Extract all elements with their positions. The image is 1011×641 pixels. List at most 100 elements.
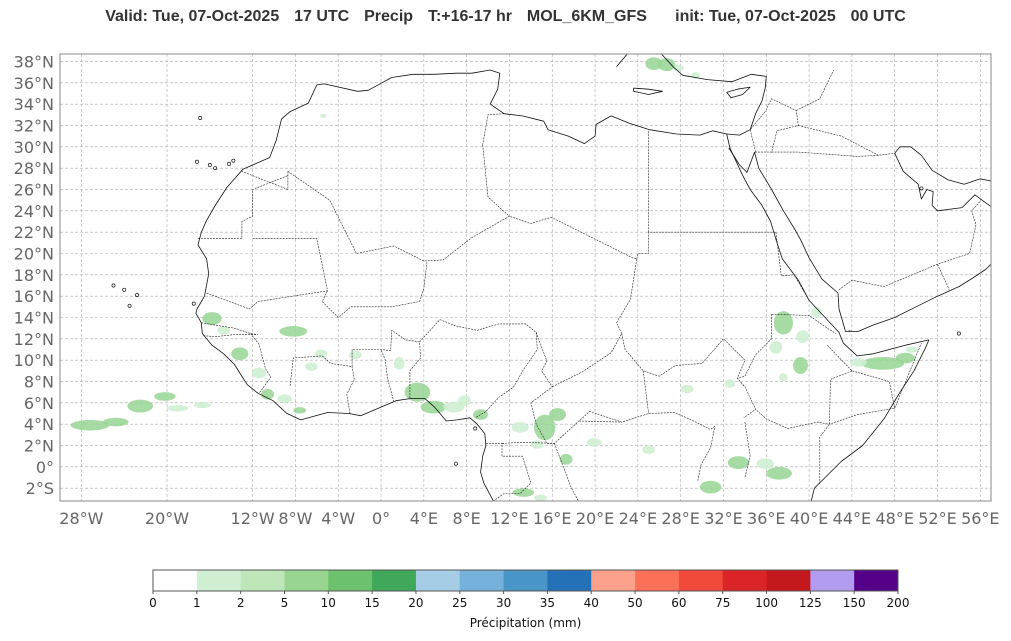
colorbar: 0 1 2 5 10 15 20 25 30 35 40 50 60 75 100 125 150 200Préc… (149, 569, 910, 630)
lat-tick-label: 26°N (14, 180, 54, 199)
colorbar-tick-label: 200 (887, 596, 910, 610)
country-border (250, 333, 272, 394)
colorbar-swatch (328, 570, 373, 591)
precip-patch (796, 330, 810, 344)
country-border (737, 314, 772, 379)
precip-patch (658, 58, 676, 72)
lon-tick-label: 32°E (704, 509, 742, 528)
precip-patch (895, 352, 916, 364)
country-border (798, 125, 895, 156)
country-border (289, 329, 421, 399)
precip-patch (167, 404, 189, 412)
precip-patch (645, 57, 663, 71)
colorbar-swatch (766, 570, 811, 591)
country-border (482, 113, 505, 145)
precip-patch (680, 384, 694, 394)
precip-patch (905, 346, 919, 353)
precip-patch (261, 388, 275, 400)
island-outline (111, 283, 116, 288)
precip-patch (420, 400, 447, 414)
precip-patch (779, 372, 788, 382)
colorbar-frame (152, 569, 899, 592)
title-valid: Valid: Tue, 07-Oct-2025 (105, 8, 280, 25)
precip-patch (642, 445, 655, 455)
precip-patch (473, 409, 489, 420)
lat-tick-label: 24°N (14, 202, 54, 221)
lat-tick-label: 2°N (24, 437, 54, 456)
colorbar-tick-label: 0 (149, 596, 157, 610)
island-outline (227, 161, 232, 166)
precip-patch (348, 350, 362, 360)
precip-patch (793, 356, 809, 375)
colorbar-swatch (153, 570, 198, 591)
colorbar-tick-label: 50 (627, 596, 642, 610)
precip-patch (154, 392, 176, 401)
coastline-turkey (661, 54, 767, 136)
country-border (287, 171, 552, 262)
island-outline (231, 158, 236, 163)
precip-patch (231, 347, 249, 361)
country-border (201, 322, 259, 338)
precip-patch (443, 401, 465, 413)
lat-tick-label: 10°N (14, 351, 54, 370)
title-field: Precip (364, 8, 414, 25)
lat-tick-label: 38°N (14, 52, 54, 71)
precip-patch (404, 382, 431, 402)
country-border (829, 370, 853, 425)
latitude-labels: 38°N 36°N 34°N 32°N 30°N 28°N 26°N 24°N 22°N 20°N… (14, 52, 54, 498)
title-range: T:+16-17 hr (427, 8, 512, 25)
country-border (845, 330, 852, 332)
lat-tick-label: 32°N (14, 116, 54, 135)
lon-tick-label: 52°E (918, 509, 956, 528)
precip-patch (534, 414, 556, 441)
lon-tick-label: 48°E (875, 509, 913, 528)
country-border (551, 216, 638, 388)
precip-layer (70, 57, 919, 501)
colorbar-tick-label: 2 (237, 596, 245, 610)
lon-tick-label: 20°E (576, 509, 614, 528)
colorbar-swatch (284, 570, 329, 591)
lat-tick-label: 6°N (24, 394, 54, 413)
lat-tick-label: 16°N (14, 287, 54, 306)
colorbar-tick-label: 125 (799, 596, 822, 610)
lon-tick-label: 16°E (533, 509, 571, 528)
precip-patch (217, 326, 231, 335)
colorbar-tick-label: 75 (715, 596, 730, 610)
country-border (578, 420, 622, 423)
island-outline (191, 301, 196, 306)
colorbar-tick-label: 10 (321, 596, 336, 610)
country-border (241, 171, 289, 190)
precip-patch (811, 306, 822, 318)
colorbar-swatch (591, 570, 636, 591)
colorbar-tick-label: 15 (364, 596, 379, 610)
colorbar-label: Précipitation (mm) (470, 616, 582, 630)
lat-tick-label: 22°N (14, 223, 54, 242)
map-frame (59, 53, 992, 502)
country-border (642, 370, 649, 414)
precip-patch (277, 394, 293, 403)
country-border (321, 261, 428, 318)
colorbar-swatch (547, 570, 592, 591)
lat-tick-label: 0° (36, 458, 54, 477)
island-outline (473, 426, 478, 431)
precip-patch (305, 362, 318, 371)
precip-patch (293, 407, 307, 414)
country-border (937, 264, 950, 290)
colorbar-swatch (722, 570, 767, 591)
title-init-utc: 00 UTC (850, 8, 906, 25)
lat-tick-label: 4°N (24, 415, 54, 434)
lon-tick-label: 20°W (145, 509, 189, 528)
precip-patch (699, 480, 722, 494)
colorbar-swatch (854, 570, 899, 591)
precip-patch (511, 422, 529, 433)
coastline-cyprus (726, 86, 751, 99)
coastlines (111, 54, 991, 501)
graticule (60, 54, 991, 501)
precip-patch (320, 113, 327, 119)
island-outline (956, 331, 961, 336)
country-border (380, 349, 395, 402)
precip-patch (549, 408, 567, 421)
country-border (501, 441, 555, 444)
country-border (206, 238, 328, 310)
